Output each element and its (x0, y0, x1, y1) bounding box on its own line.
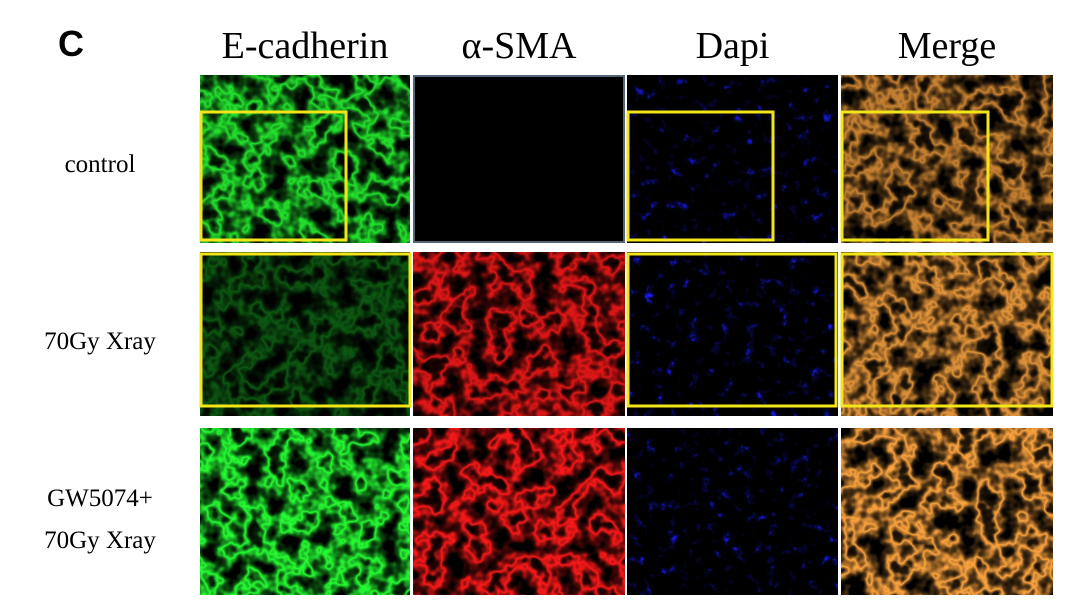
micrograph (841, 252, 1053, 416)
micrograph (627, 75, 838, 243)
column-header: α-SMA (462, 25, 577, 67)
column-header: Merge (898, 25, 997, 67)
micrograph (841, 428, 1053, 595)
row-label: 70Gy Xray (44, 328, 156, 355)
micrograph (413, 428, 625, 595)
image-bg (413, 75, 625, 243)
highlight-box (626, 252, 838, 408)
micrograph (627, 428, 838, 595)
highlight-box (199, 252, 412, 408)
row-label: GW5074+ (47, 485, 153, 512)
column-header: E-cadherin (222, 25, 389, 67)
highlight-box (840, 252, 1054, 408)
row-label: 70Gy Xray (44, 527, 156, 554)
column-header: Dapi (696, 25, 770, 67)
micrograph (200, 75, 410, 243)
micrograph (200, 252, 410, 416)
highlight-box (626, 110, 775, 242)
micrograph (200, 428, 410, 595)
micrograph (413, 252, 625, 416)
micrograph (841, 75, 1053, 243)
panel-label: C (58, 23, 84, 64)
highlight-box (840, 110, 990, 242)
micrograph (627, 252, 838, 416)
highlight-box (199, 110, 348, 242)
image-border (413, 75, 625, 243)
row-label: control (65, 151, 136, 178)
